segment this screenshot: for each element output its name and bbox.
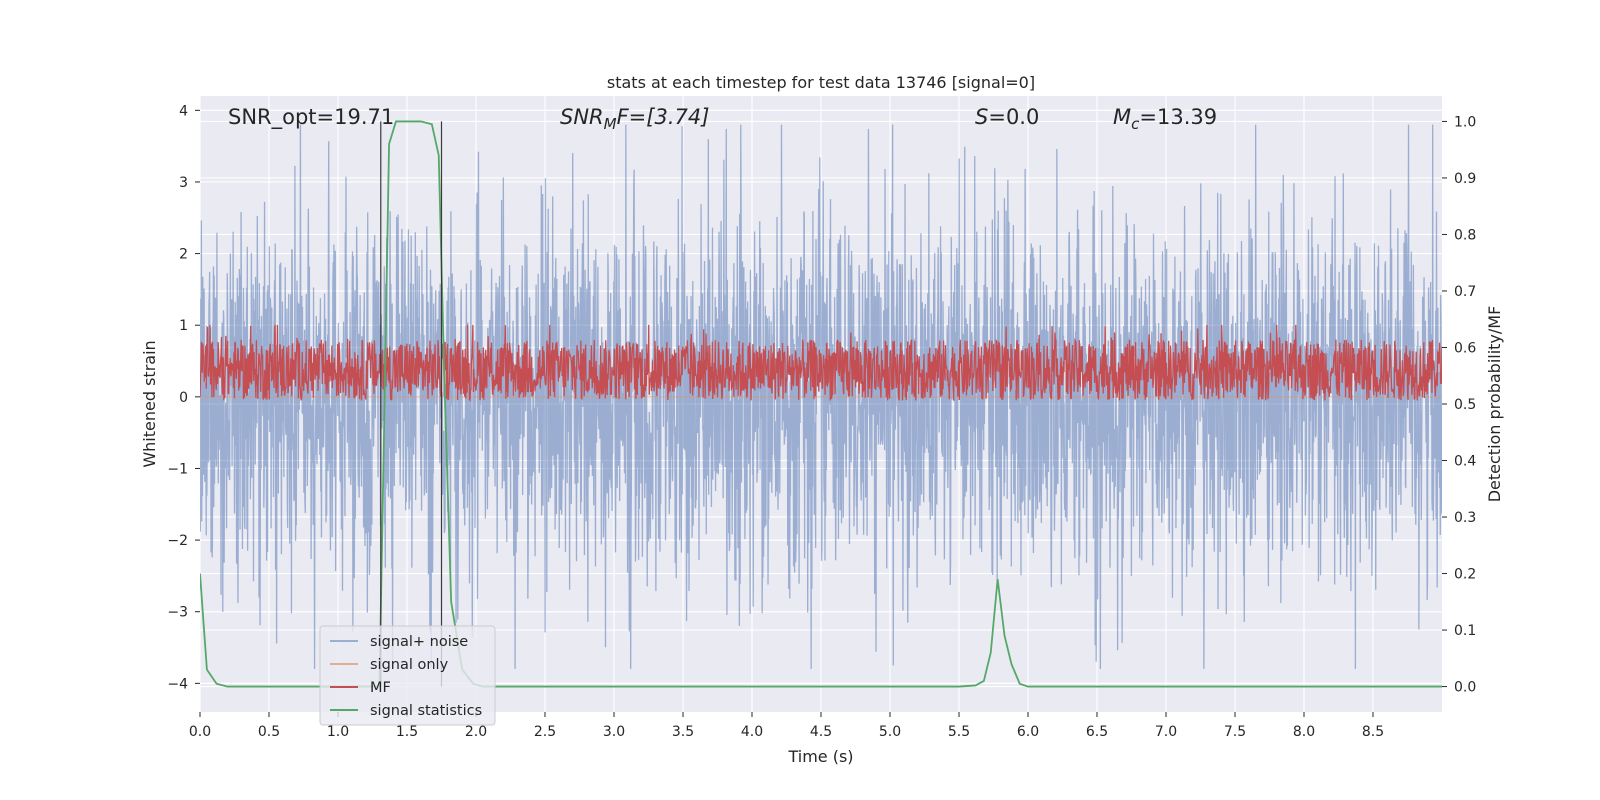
y2-tick-label: 0.6 <box>1454 340 1476 356</box>
y-tick-label: −4 <box>167 676 188 692</box>
y2-tick-label: 0.7 <box>1454 284 1476 300</box>
mc-sub: c <box>1131 115 1140 133</box>
vertical-markers <box>380 121 443 687</box>
y-tick-label: 0 <box>179 390 188 406</box>
s-italic: S <box>975 105 988 129</box>
x-tick-label: 0.0 <box>189 724 211 740</box>
x-tick-label: 6.5 <box>1086 724 1108 740</box>
series-mf <box>200 324 1442 402</box>
x-axis-ticks: 0.0 0.5 1.0 1.5 2.0 2.5 3.0 3.5 4.0 4.5 5.0 5.5 6.0 6… <box>189 712 1384 740</box>
y-axis-ticks: 4 3 2 1 0 −1 −2 −3 −4 <box>167 103 200 692</box>
y2-tick-label: 0.4 <box>1454 454 1476 470</box>
legend-label-signal-noise: signal+ noise <box>370 634 468 650</box>
x-tick-label: 5.5 <box>948 724 970 740</box>
y2-tick-label: 0.0 <box>1454 680 1476 696</box>
x-tick-label: 4.0 <box>741 724 763 740</box>
y-axis-label: Whitened strain <box>140 340 159 467</box>
y-tick-label: −3 <box>167 605 188 621</box>
x-tick-label: 1.0 <box>327 724 349 740</box>
y-tick-label: 3 <box>179 175 188 191</box>
s-annotation: S=0.0 <box>975 105 1039 129</box>
mc-rest: =13.39 <box>1139 105 1217 129</box>
y2-tick-label: 1.0 <box>1454 114 1476 130</box>
y2-tick-label: 0.8 <box>1454 227 1476 243</box>
mc-annotation: Mc=13.39 <box>1113 105 1217 133</box>
x-tick-label: 7.0 <box>1155 724 1177 740</box>
x-tick-label: 7.5 <box>1224 724 1246 740</box>
legend-box <box>319 625 496 726</box>
y2-axis-ticks: 1.0 0.9 0.8 0.7 0.6 0.5 0.4 0.3 0.2 0.1 0.0 <box>1442 114 1476 696</box>
y-tick-label: 2 <box>179 247 188 263</box>
legend-label-mf: MF <box>370 680 391 696</box>
y-tick-label: 1 <box>179 318 188 334</box>
snr-mf-rest: F=[3.74] <box>617 105 710 129</box>
mc-base: M <box>1113 105 1131 129</box>
snr-mf-base: SNR <box>560 105 604 129</box>
snr-mf-annotation: SNRMF=[3.74] <box>560 105 709 133</box>
y-tick-label: −2 <box>167 533 188 549</box>
x-tick-label: 0.5 <box>258 724 280 740</box>
x-tick-label: 3.5 <box>672 724 694 740</box>
x-tick-label: 4.5 <box>810 724 832 740</box>
x-tick-label: 8.0 <box>1293 724 1315 740</box>
x-tick-label: 8.5 <box>1362 724 1384 740</box>
x-tick-label: 1.5 <box>396 724 418 740</box>
x-tick-label: 6.0 <box>1017 724 1039 740</box>
y2-axis-label: Detection probability/MF <box>1485 306 1504 503</box>
snr-mf-sub: M <box>604 115 617 133</box>
legend: signal+ noise signal only MF signal statist… <box>319 625 496 726</box>
y2-tick-label: 0.3 <box>1454 510 1476 526</box>
y2-tick-label: 0.9 <box>1454 171 1476 187</box>
snr-opt-annotation: SNR_opt=19.71 <box>228 105 394 130</box>
x-tick-label: 3.0 <box>603 724 625 740</box>
y2-tick-label: 0.2 <box>1454 567 1476 583</box>
legend-label-signal-only: signal only <box>370 657 449 673</box>
s-rest: =0.0 <box>988 105 1039 129</box>
y2-tick-label: 0.5 <box>1454 397 1476 413</box>
y-tick-label: 4 <box>179 103 188 119</box>
x-tick-label: 2.0 <box>465 724 487 740</box>
legend-label-signal-statistics: signal statistics <box>370 703 482 719</box>
x-tick-label: 2.5 <box>534 724 556 740</box>
y-tick-label: −1 <box>167 461 188 477</box>
x-axis-label: Time (s) <box>787 747 853 766</box>
x-tick-label: 5.0 <box>879 724 901 740</box>
chart-title: stats at each timestep for test data 137… <box>607 73 1035 92</box>
y2-tick-label: 0.1 <box>1454 623 1476 639</box>
